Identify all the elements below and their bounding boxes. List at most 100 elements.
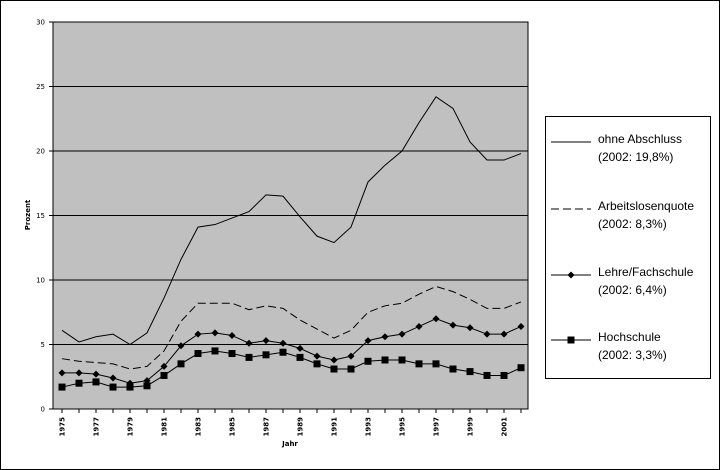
data-point bbox=[483, 330, 491, 338]
data-point bbox=[500, 371, 508, 379]
legend-swatch bbox=[551, 271, 591, 279]
data-point bbox=[364, 337, 372, 345]
data-point bbox=[58, 383, 66, 391]
y-tick-label: 10 bbox=[36, 277, 45, 285]
data-point bbox=[432, 315, 440, 323]
data-point bbox=[245, 353, 253, 361]
legend-value: (2002: 8,3%) bbox=[598, 217, 667, 231]
x-tick-label: 1999 bbox=[467, 417, 475, 437]
data-point bbox=[567, 271, 575, 279]
legend-item-arbeitslosenquote: Arbeitslosenquote (2002: 8,3%) bbox=[546, 197, 710, 237]
x-tick-label: 1977 bbox=[93, 417, 101, 437]
y-tick-label: 5 bbox=[41, 341, 45, 349]
data-point bbox=[143, 382, 151, 390]
chart-legend: ohne Abschluss (2002: 19,8%) Arbeitslose… bbox=[545, 116, 711, 379]
legend-name: ohne Abschluss bbox=[598, 132, 683, 146]
legend-value: (2002: 19,8%) bbox=[598, 150, 674, 164]
data-point bbox=[398, 330, 406, 338]
data-point bbox=[262, 337, 270, 345]
series-lines bbox=[58, 96, 525, 391]
data-point bbox=[500, 330, 508, 338]
data-point bbox=[75, 369, 83, 377]
x-tick-label: 2001 bbox=[501, 417, 509, 437]
data-point bbox=[194, 350, 202, 358]
data-point bbox=[92, 378, 100, 386]
series-line bbox=[61, 285, 522, 370]
x-tick-label: 1983 bbox=[195, 417, 203, 437]
x-tick-label: 1979 bbox=[127, 417, 135, 437]
data-point bbox=[160, 362, 168, 370]
data-point bbox=[109, 374, 117, 382]
legend-label: Hochschule (2002: 3,3%) bbox=[598, 328, 667, 364]
data-point bbox=[415, 322, 423, 330]
data-point bbox=[177, 360, 185, 368]
data-point bbox=[92, 370, 100, 378]
series-line bbox=[61, 350, 522, 388]
data-point bbox=[211, 347, 219, 355]
data-point bbox=[330, 356, 338, 364]
legend-swatch bbox=[551, 208, 591, 210]
data-point bbox=[160, 371, 168, 379]
data-point bbox=[296, 353, 304, 361]
data-point bbox=[194, 330, 202, 338]
y-axis-label: Prozent bbox=[24, 199, 32, 230]
data-point bbox=[449, 321, 457, 329]
x-tick-label: 1975 bbox=[59, 417, 67, 437]
x-tick-label: 1989 bbox=[297, 417, 305, 437]
data-point bbox=[466, 324, 474, 332]
data-point bbox=[449, 365, 457, 373]
legend-label: ohne Abschluss (2002: 19,8%) bbox=[598, 130, 682, 166]
data-point bbox=[347, 365, 355, 373]
legend-label: Arbeitslosenquote (2002: 8,3%) bbox=[598, 197, 694, 233]
x-tick-label: 1991 bbox=[331, 417, 339, 437]
data-point bbox=[466, 368, 474, 376]
x-tick-label: 1995 bbox=[399, 417, 407, 437]
data-point bbox=[262, 351, 270, 359]
legend-swatch bbox=[551, 141, 591, 143]
data-point bbox=[381, 356, 389, 364]
legend-value: (2002: 3,3%) bbox=[598, 348, 667, 362]
x-axis-label: Jahr bbox=[281, 440, 298, 448]
legend-name: Arbeitslosenquote bbox=[598, 199, 695, 213]
legend-label: Lehre/Fachschule (2002: 6,4%) bbox=[598, 263, 693, 299]
data-point bbox=[398, 356, 406, 364]
legend-item-ohne-abschluss: ohne Abschluss (2002: 19,8%) bbox=[546, 130, 710, 170]
data-point bbox=[279, 339, 287, 347]
x-tick-label: 1981 bbox=[161, 417, 169, 437]
series-ohne-abschluss bbox=[61, 96, 522, 346]
legend-name: Hochschule bbox=[598, 330, 661, 344]
data-point bbox=[228, 350, 236, 358]
gridlines bbox=[53, 86, 528, 345]
x-tick-label: 1993 bbox=[365, 417, 373, 437]
data-point bbox=[296, 344, 304, 352]
series-arbeitslosenquote bbox=[61, 285, 522, 370]
data-point bbox=[211, 329, 219, 337]
data-point bbox=[330, 365, 338, 373]
data-point bbox=[58, 369, 66, 377]
data-point bbox=[347, 352, 355, 360]
y-tick-label: 0 bbox=[41, 406, 45, 414]
data-point bbox=[364, 357, 372, 365]
y-tick-label: 30 bbox=[36, 19, 45, 27]
legend-value: (2002: 6,4%) bbox=[598, 283, 667, 297]
data-point bbox=[228, 331, 236, 339]
data-point bbox=[415, 360, 423, 368]
data-point bbox=[567, 336, 575, 344]
data-point bbox=[483, 371, 491, 379]
legend-item-lehre-fachschule: Lehre/Fachschule (2002: 6,4%) bbox=[546, 263, 710, 303]
x-tick-label: 1987 bbox=[263, 417, 271, 437]
data-point bbox=[109, 383, 117, 391]
data-point bbox=[313, 360, 321, 368]
x-tick-label: 1985 bbox=[229, 417, 237, 437]
series-line bbox=[61, 96, 522, 346]
y-axis-ticks: 0 5 10 15 20 25 30 bbox=[36, 19, 53, 414]
x-axis-ticks: 1975 1977 1979 1981 1983 1985 1987 1989 1991 1993… bbox=[59, 409, 522, 436]
data-point bbox=[517, 364, 525, 372]
data-point bbox=[279, 348, 287, 356]
data-point bbox=[177, 342, 185, 350]
data-point bbox=[126, 383, 134, 391]
legend-item-hochschule: Hochschule (2002: 3,3%) bbox=[546, 328, 710, 368]
data-point bbox=[381, 333, 389, 341]
legend-name: Lehre/Fachschule bbox=[598, 265, 694, 279]
